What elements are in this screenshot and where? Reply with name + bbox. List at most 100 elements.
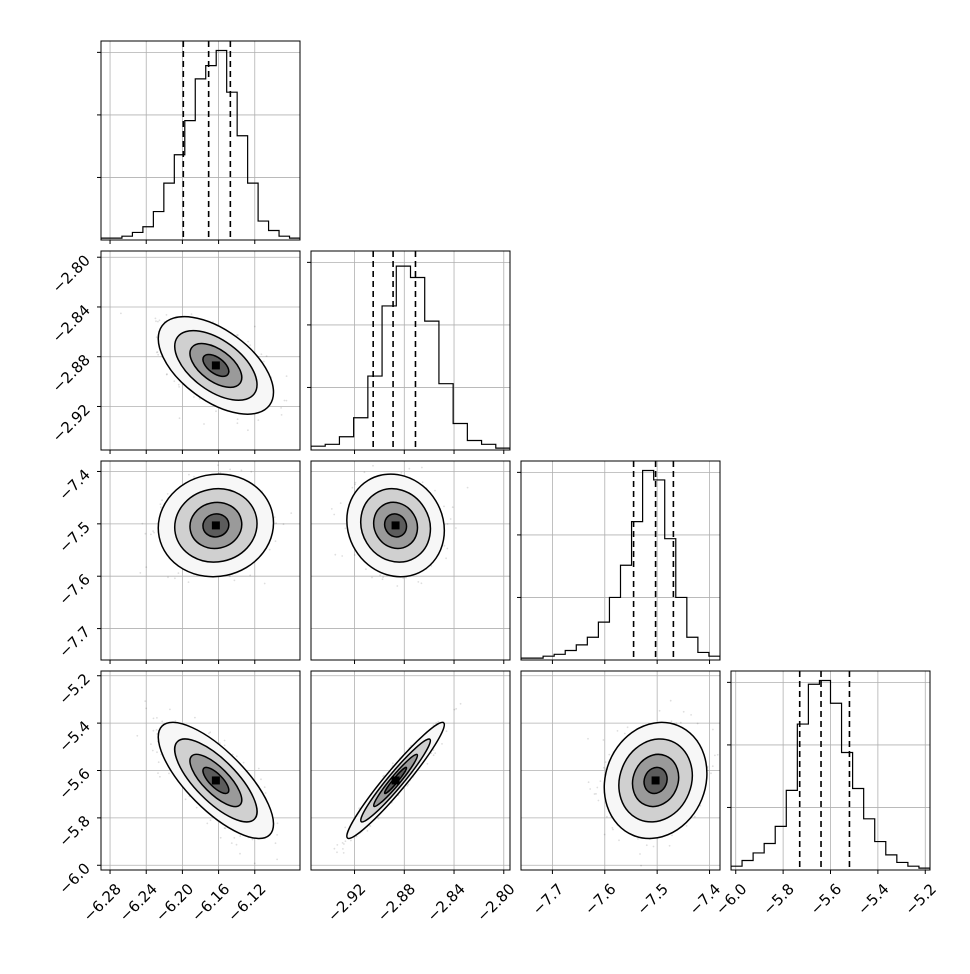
sample-point — [690, 714, 692, 716]
sample-point — [210, 819, 212, 821]
sample-point — [158, 761, 160, 763]
sample-point — [354, 484, 356, 486]
sample-point — [160, 506, 162, 508]
scatter-layer — [136, 700, 290, 864]
sample-point — [454, 709, 456, 711]
sample-point — [153, 718, 155, 720]
sample-point — [145, 533, 147, 535]
sample-point — [434, 490, 436, 492]
panel-3-2: −7.7−7.6−7.5−7.4 — [521, 671, 724, 919]
y-tick-label: −7.6 — [55, 570, 93, 608]
sample-point — [237, 422, 239, 424]
sample-point — [144, 700, 146, 702]
sample-point — [208, 733, 210, 735]
sample-point — [396, 585, 398, 587]
sample-point — [266, 355, 268, 357]
sample-point — [217, 464, 219, 466]
sample-point — [152, 750, 154, 752]
sample-point — [612, 829, 614, 831]
sample-point — [264, 786, 266, 788]
sample-point — [446, 730, 448, 732]
sample-point — [269, 549, 271, 551]
sample-point — [455, 708, 457, 710]
panel-2-1 — [311, 456, 510, 664]
sample-point — [136, 735, 138, 737]
panel-2-2 — [517, 461, 720, 664]
sample-point — [166, 374, 168, 376]
sample-point — [341, 555, 343, 557]
sample-point — [344, 827, 346, 829]
sample-point — [408, 784, 410, 786]
sample-point — [178, 384, 180, 386]
sample-point — [336, 851, 338, 853]
sample-point — [206, 823, 208, 825]
y-tick-label: −7.4 — [55, 466, 93, 504]
sample-point — [447, 523, 449, 525]
panel-3-0: −6.0−5.8−5.6−5.4−5.2−6.28−6.24−6.20−6.16… — [55, 670, 300, 925]
sample-point — [286, 400, 288, 402]
sample-point — [265, 792, 267, 794]
sample-point — [188, 474, 190, 476]
sample-point — [618, 839, 620, 841]
sample-point — [378, 818, 380, 820]
sample-point — [334, 554, 336, 556]
sample-point — [229, 575, 231, 577]
sample-point — [220, 472, 222, 474]
sample-point — [224, 740, 226, 742]
sample-point — [234, 580, 236, 582]
sample-point — [160, 503, 162, 505]
sample-point — [243, 762, 245, 764]
sample-point — [365, 568, 367, 570]
sample-point — [450, 518, 452, 520]
sample-point — [203, 423, 205, 425]
sample-point — [157, 321, 159, 323]
sample-point — [417, 581, 419, 583]
sample-point — [152, 530, 154, 532]
sample-point — [220, 837, 222, 839]
sample-point — [161, 721, 163, 723]
scatter-layer — [120, 297, 290, 433]
y-tick-label: −5.4 — [55, 717, 93, 755]
x-tick-label: −6.16 — [188, 880, 233, 925]
sample-point — [434, 752, 436, 754]
sample-point — [323, 871, 325, 873]
sample-point — [275, 540, 277, 542]
x-tick-label: −2.92 — [324, 880, 369, 925]
sample-point — [589, 788, 591, 790]
sample-point — [157, 772, 159, 774]
y-tick-label: −5.6 — [55, 765, 93, 803]
sample-point — [683, 711, 685, 713]
y-tick-label: −7.7 — [55, 623, 93, 661]
sample-point — [281, 414, 283, 416]
sample-point — [694, 816, 696, 818]
sample-point — [284, 400, 286, 402]
x-tick-label: −6.24 — [116, 880, 161, 925]
sample-point — [153, 532, 155, 534]
sample-point — [367, 830, 369, 832]
sample-point — [354, 554, 356, 556]
sample-point — [159, 319, 161, 321]
sample-point — [237, 334, 239, 336]
sample-point — [161, 499, 163, 501]
sample-point — [382, 578, 384, 580]
sample-point — [333, 514, 335, 516]
scatter-layer — [328, 456, 469, 595]
sample-point — [637, 838, 639, 840]
sample-point — [355, 482, 357, 484]
sample-point — [150, 743, 152, 745]
sample-point — [239, 835, 241, 837]
sample-point — [249, 344, 251, 346]
sample-point — [215, 410, 217, 412]
x-tick-label: −6.28 — [80, 880, 125, 925]
sample-point — [249, 575, 251, 577]
sample-point — [185, 798, 187, 800]
sample-point — [233, 837, 235, 839]
sample-point — [446, 548, 448, 550]
sample-point — [145, 708, 147, 710]
sample-point — [254, 326, 256, 328]
x-tick-label: −2.88 — [374, 880, 419, 925]
sample-point — [167, 576, 169, 578]
sample-point — [342, 848, 344, 850]
density-peak — [392, 521, 400, 529]
sample-point — [155, 320, 157, 322]
